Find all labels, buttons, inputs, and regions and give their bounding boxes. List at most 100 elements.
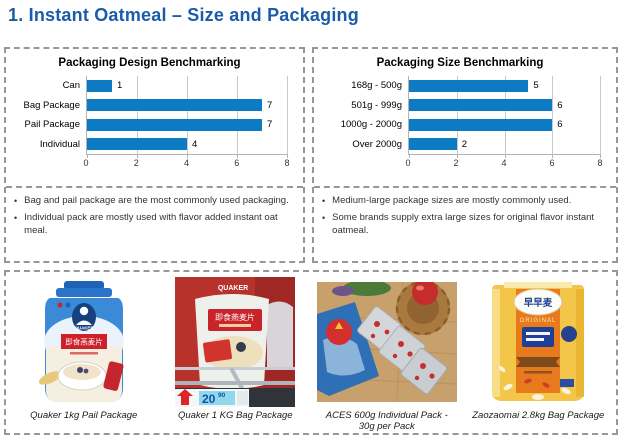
price-main: 20 — [202, 392, 216, 406]
apple-highlight — [415, 285, 424, 291]
badge-crown — [334, 322, 343, 329]
data-label: 1 — [117, 80, 123, 92]
bullet-text: Some brands supply extra large sizes for… — [332, 212, 595, 236]
red-label — [60, 334, 107, 349]
bullet-icon: • — [322, 196, 326, 206]
design-analysis-notes: • Bag and pail package are the most comm… — [6, 186, 303, 261]
bag-gusset-left — [492, 289, 501, 397]
shelf-rail — [175, 381, 296, 385]
category-label: Individual — [39, 138, 80, 150]
category-label: Over 2000g — [352, 138, 402, 150]
variant-text: ORIGINAL — [520, 318, 557, 324]
zaozaomai-bag-illustration: 早早麦 ORIGINAL — [492, 282, 585, 401]
package-cloud — [322, 336, 365, 376]
product-caption: Zaozaomai 2.8kg Bag Package — [472, 410, 605, 421]
bar — [409, 99, 553, 112]
aces-sachets-illustration — [316, 282, 457, 402]
brand-text: 早早麦 — [524, 297, 553, 309]
red-grains — [524, 378, 550, 388]
arrow-up-icon — [177, 389, 194, 405]
data-label: 6 — [557, 99, 563, 111]
tag-fineprint — [237, 391, 249, 405]
neighbor-bag — [267, 301, 294, 369]
gridline — [600, 76, 601, 154]
axis-tickmark — [504, 154, 506, 158]
bullet-item: • Medium-large package sizes are mostly … — [322, 195, 606, 207]
data-label: 7 — [267, 99, 273, 111]
product-figure: ACES 600g Individual Pack - 30g per Pack — [311, 276, 463, 433]
axis-tickmark — [552, 154, 554, 158]
bar — [409, 79, 529, 92]
bar-plot: 5 6 6 2 — [408, 76, 601, 158]
category-label: 168g - 500g — [351, 80, 402, 91]
quaker-pail-photo: QUAKER 即食燕麦片 — [30, 276, 138, 408]
x-axis: 0 2 4 6 8 — [12, 155, 290, 171]
gridline — [552, 76, 554, 154]
shelf-rail — [175, 367, 296, 370]
blueberry — [83, 368, 89, 374]
x-axis-tick-label: 2 — [453, 158, 459, 168]
basket-weave — [395, 282, 450, 336]
price-cents: 90 — [218, 392, 226, 399]
bar — [87, 79, 112, 92]
axis-tickmark — [187, 154, 188, 158]
data-label: 6 — [557, 119, 563, 131]
x-axis-tick-label: 8 — [284, 158, 290, 168]
small-logo-blue — [65, 302, 71, 308]
label-subtext — [219, 324, 252, 327]
bullet-text: Bag and pail package are the most common… — [24, 195, 289, 206]
bar-row: 6 — [409, 96, 600, 116]
category-label: Pail Package — [24, 119, 80, 130]
data-label: 7 — [267, 119, 273, 131]
bar-row: 2 — [409, 135, 600, 155]
bag-gusset-right — [576, 289, 585, 397]
x-axis-tick-label: 8 — [597, 158, 603, 168]
bar-row: 1 — [87, 76, 287, 96]
gridline — [187, 76, 188, 154]
x-axis-tick-label: 2 — [133, 158, 139, 168]
bar-row: 7 — [87, 96, 287, 116]
axis-tickmark — [137, 154, 138, 158]
quaker-bag-shelf-illustration: QUAKER 即食燕麦片 20 — [175, 277, 296, 407]
brown-banner — [516, 357, 561, 367]
gridline — [504, 76, 506, 154]
blueberry — [76, 367, 83, 373]
price-highlight — [199, 391, 236, 405]
data-label: 5 — [533, 80, 539, 92]
label-text: 即食燕麦片 — [215, 312, 255, 322]
product-caption: Quaker 1kg Pail Package — [30, 410, 138, 421]
bar-row: 5 — [409, 76, 600, 96]
x-axis-spacer — [12, 155, 86, 171]
gridline — [456, 76, 458, 154]
x-axis-tick-label: 0 — [405, 158, 411, 168]
bullet-item: • Some brands supply extra large sizes f… — [322, 212, 606, 237]
bar — [87, 118, 262, 131]
category-axis: Can Bag Package Pail Package Individual — [12, 76, 86, 155]
x-axis-tick-label: 6 — [234, 158, 240, 168]
packaging-size-chart: Packaging Size Benchmarking 168g - 500g 5… — [314, 49, 616, 186]
x-axis-spacer — [320, 155, 408, 171]
bar-row: 7 — [87, 115, 287, 135]
category-label: Bag Package — [23, 99, 80, 111]
package-badge — [325, 319, 352, 345]
red-sticker — [203, 339, 233, 363]
chart-plot-area: 168g - 500g 501g - 999g 1000g - 2000g Over … — [320, 76, 601, 158]
packaging-design-chart: Packaging Design Benchmarking Can Bag Pac… — [6, 49, 303, 186]
quaker-bag-shelf-photo: QUAKER 即食燕麦片 20 — [175, 276, 296, 408]
axis-tickmark — [456, 154, 458, 158]
red-ribbon — [103, 361, 124, 391]
gridline — [287, 76, 288, 154]
bullet-icon: • — [322, 213, 326, 224]
axis-tickmark — [87, 154, 88, 158]
bar — [87, 99, 262, 112]
x-axis-tick-label: 4 — [183, 158, 190, 168]
label-subtext — [69, 352, 98, 355]
brand-text: QUAKER — [74, 326, 94, 331]
label-text: 即食燕麦片 — [65, 337, 103, 347]
quaker-pail-illustration: QUAKER 即食燕麦片 — [38, 281, 124, 402]
bar — [87, 138, 187, 151]
oat-grains — [498, 366, 571, 400]
bar — [409, 118, 553, 131]
